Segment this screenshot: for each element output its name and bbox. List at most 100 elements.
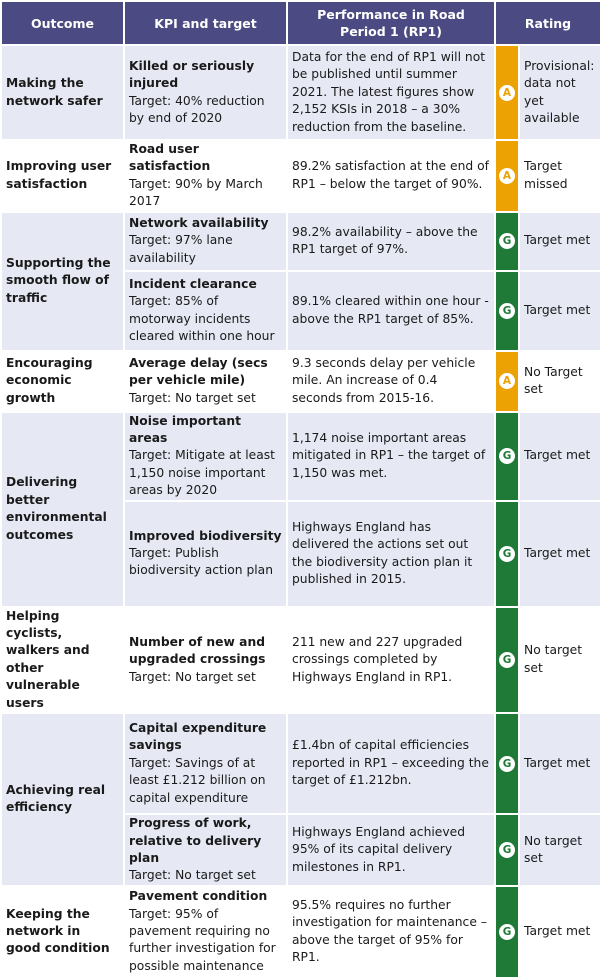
rating-text: Target met (517, 884, 600, 979)
kpi-cell: Pavement condition Target: 95% of pavemen… (123, 884, 288, 979)
header-rating: Rating (493, 0, 600, 46)
performance-cell: 98.2% availability – above the RP1 targe… (286, 210, 496, 272)
rating-text: No Target set (517, 349, 600, 413)
rating-text: Target met (517, 269, 600, 352)
rating-badge-green: G (499, 652, 515, 669)
performance-cell: 89.2% satisfaction at the end of RP1 – b… (286, 139, 496, 213)
rating-bar: A (494, 139, 520, 213)
table-row: Improving user satisfaction Road user sat… (0, 139, 600, 213)
kpi-cell: Number of new and upgraded crossings Targ… (123, 605, 288, 715)
performance-cell: 211 new and 227 upgraded crossings compl… (286, 605, 496, 715)
table-row: Delivering better environmental outcomes… (0, 410, 600, 608)
rating-bar: G (494, 712, 520, 816)
header-performance: Performance in Road Period 1 (RP1) (286, 0, 496, 46)
table-body: Making the network safer Killed or seriou… (0, 44, 600, 979)
rating-bar: A (494, 44, 520, 141)
kpi-target: Target: 97% lane availability (129, 233, 233, 265)
kpi-cell: Capital expenditure savings Target: Savin… (123, 712, 288, 816)
rating-badge-green: G (499, 302, 515, 319)
kpi-cell: Network availability Target: 97% lane ava… (123, 210, 288, 272)
rating-text: Provisional: data not yet available (517, 44, 600, 141)
kpi-cell: Progress of work, relative to delivery p… (123, 813, 288, 887)
table-row: Keeping the network in good condition Pav… (0, 884, 600, 979)
kpi-name: Progress of work, relative to delivery p… (129, 816, 262, 865)
rating-bar: G (494, 269, 520, 352)
rating-badge-green: G (499, 233, 515, 250)
table-row: Improved biodiversity Target: Publish bio… (1, 499, 600, 608)
kpi-name: Killed or seriously injured (129, 58, 255, 91)
kpi-target: Target: Savings of at least £1.212 billi… (129, 755, 266, 805)
rating-badge-amber: A (499, 84, 515, 101)
table-row: Progress of work, relative to delivery p… (1, 813, 600, 887)
rating-text: Target met (517, 410, 600, 502)
rating-bar: G (494, 884, 520, 979)
kpi-target: Target: 90% by March 2017 (129, 176, 263, 209)
kpi-cell: Average delay (secs per vehicle mile) Tar… (123, 349, 288, 413)
kpi-target: Target: No target set (129, 669, 256, 684)
kpi-target: Target: Publish biodiversity action plan (129, 545, 274, 578)
rating-badge-green: G (499, 448, 515, 465)
rating-bar: A (494, 349, 520, 413)
kpi-name: Pavement condition (129, 889, 268, 904)
performance-cell: Highways England achieved 95% of its cap… (286, 813, 496, 887)
outcome-cell: Making the network safer (0, 44, 125, 141)
rating-badge-green: G (499, 842, 515, 859)
table-row: Incident clearance Target: 85% of motorwa… (1, 269, 600, 352)
rating-badge-green: G (499, 924, 515, 941)
outcome-cell: Improving user satisfaction (0, 139, 125, 213)
rating-text: Target met (517, 712, 600, 816)
kpi-cell: Killed or seriously injured Target: 40% r… (123, 44, 288, 141)
kpi-name: Average delay (secs per vehicle mile) (129, 356, 268, 388)
rating-bar: G (494, 605, 520, 715)
kpi-target: Target: No target set (129, 390, 256, 405)
rating-text: Target missed (517, 139, 600, 213)
performance-cell: 89.1% cleared within one hour - above th… (286, 269, 496, 352)
rating-text: Target met (517, 210, 600, 272)
rating-text: Target met (517, 499, 600, 608)
performance-cell: £1.4bn of capital efficiencies reported … (286, 712, 496, 816)
outcome-cell: Supporting the smooth flow of traffic (0, 210, 125, 352)
kpi-name: Improved biodiversity (129, 528, 282, 543)
kpi-cell: Incident clearance Target: 85% of motorwa… (123, 269, 288, 352)
kpi-target: Target: 85% of motorway incidents cleare… (129, 294, 275, 344)
header-outcome: Outcome (0, 0, 125, 46)
kpi-cell: Road user satisfaction Target: 90% by Mar… (123, 139, 288, 213)
kpi-name: Road user satisfaction (129, 142, 211, 174)
kpi-name: Number of new and upgraded crossings (129, 634, 266, 667)
outcome-cell: Delivering better environmental outcomes (0, 410, 125, 608)
rating-bar: G (494, 499, 520, 608)
kpi-target: Target: 95% of pavement requiring no fur… (129, 906, 276, 973)
rating-bar: G (494, 813, 520, 887)
kpi-name: Noise important areas (129, 413, 242, 446)
table-row: Making the network safer Killed or seriou… (0, 44, 600, 141)
table-row: Helping cyclists, walkers and other vuln… (0, 605, 600, 715)
kpi-name: Incident clearance (129, 276, 257, 291)
performance-cell: Data for the end of RP1 will not be publ… (286, 44, 496, 141)
kpi-name: Capital expenditure savings (129, 721, 267, 753)
kpi-target: Target: Mitigate at least 1,150 noise im… (129, 448, 276, 498)
performance-cell: 9.3 seconds delay per vehicle mile. An i… (286, 349, 496, 413)
rating-badge-green: G (499, 545, 515, 562)
rating-text: No target set (517, 813, 600, 887)
table-row: Supporting the smooth flow of traffic Net… (0, 210, 600, 352)
kpi-cell: Noise important areas Target: Mitigate at… (123, 410, 288, 502)
rating-badge-amber: A (499, 373, 515, 390)
outcome-cell: Encouraging economic growth (0, 349, 125, 413)
outcome-cell: Achieving real efficiency (0, 712, 125, 887)
performance-cell: 95.5% requires no further investigation … (286, 884, 496, 979)
kpi-target: Target: No target set (129, 868, 256, 883)
kpi-name: Network availability (129, 216, 269, 231)
rating-bar: G (494, 410, 520, 502)
performance-cell: 1,174 noise important areas mitigated in… (286, 410, 496, 502)
kpi-cell: Improved biodiversity Target: Publish bio… (123, 499, 288, 608)
outcome-cell: Helping cyclists, walkers and other vuln… (0, 605, 125, 715)
rating-badge-green: G (499, 755, 515, 772)
kpi-target: Target: 40% reduction by end of 2020 (129, 93, 265, 125)
outcome-cell: Keeping the network in good condition (0, 884, 125, 979)
rating-bar: G (494, 210, 520, 272)
table-row: Encouraging economic growth Average delay… (0, 349, 600, 413)
table-header-row: Outcome KPI and target Performance in Ro… (0, 0, 600, 46)
rating-text: No target set (517, 605, 600, 715)
rating-badge-amber: A (499, 168, 515, 185)
